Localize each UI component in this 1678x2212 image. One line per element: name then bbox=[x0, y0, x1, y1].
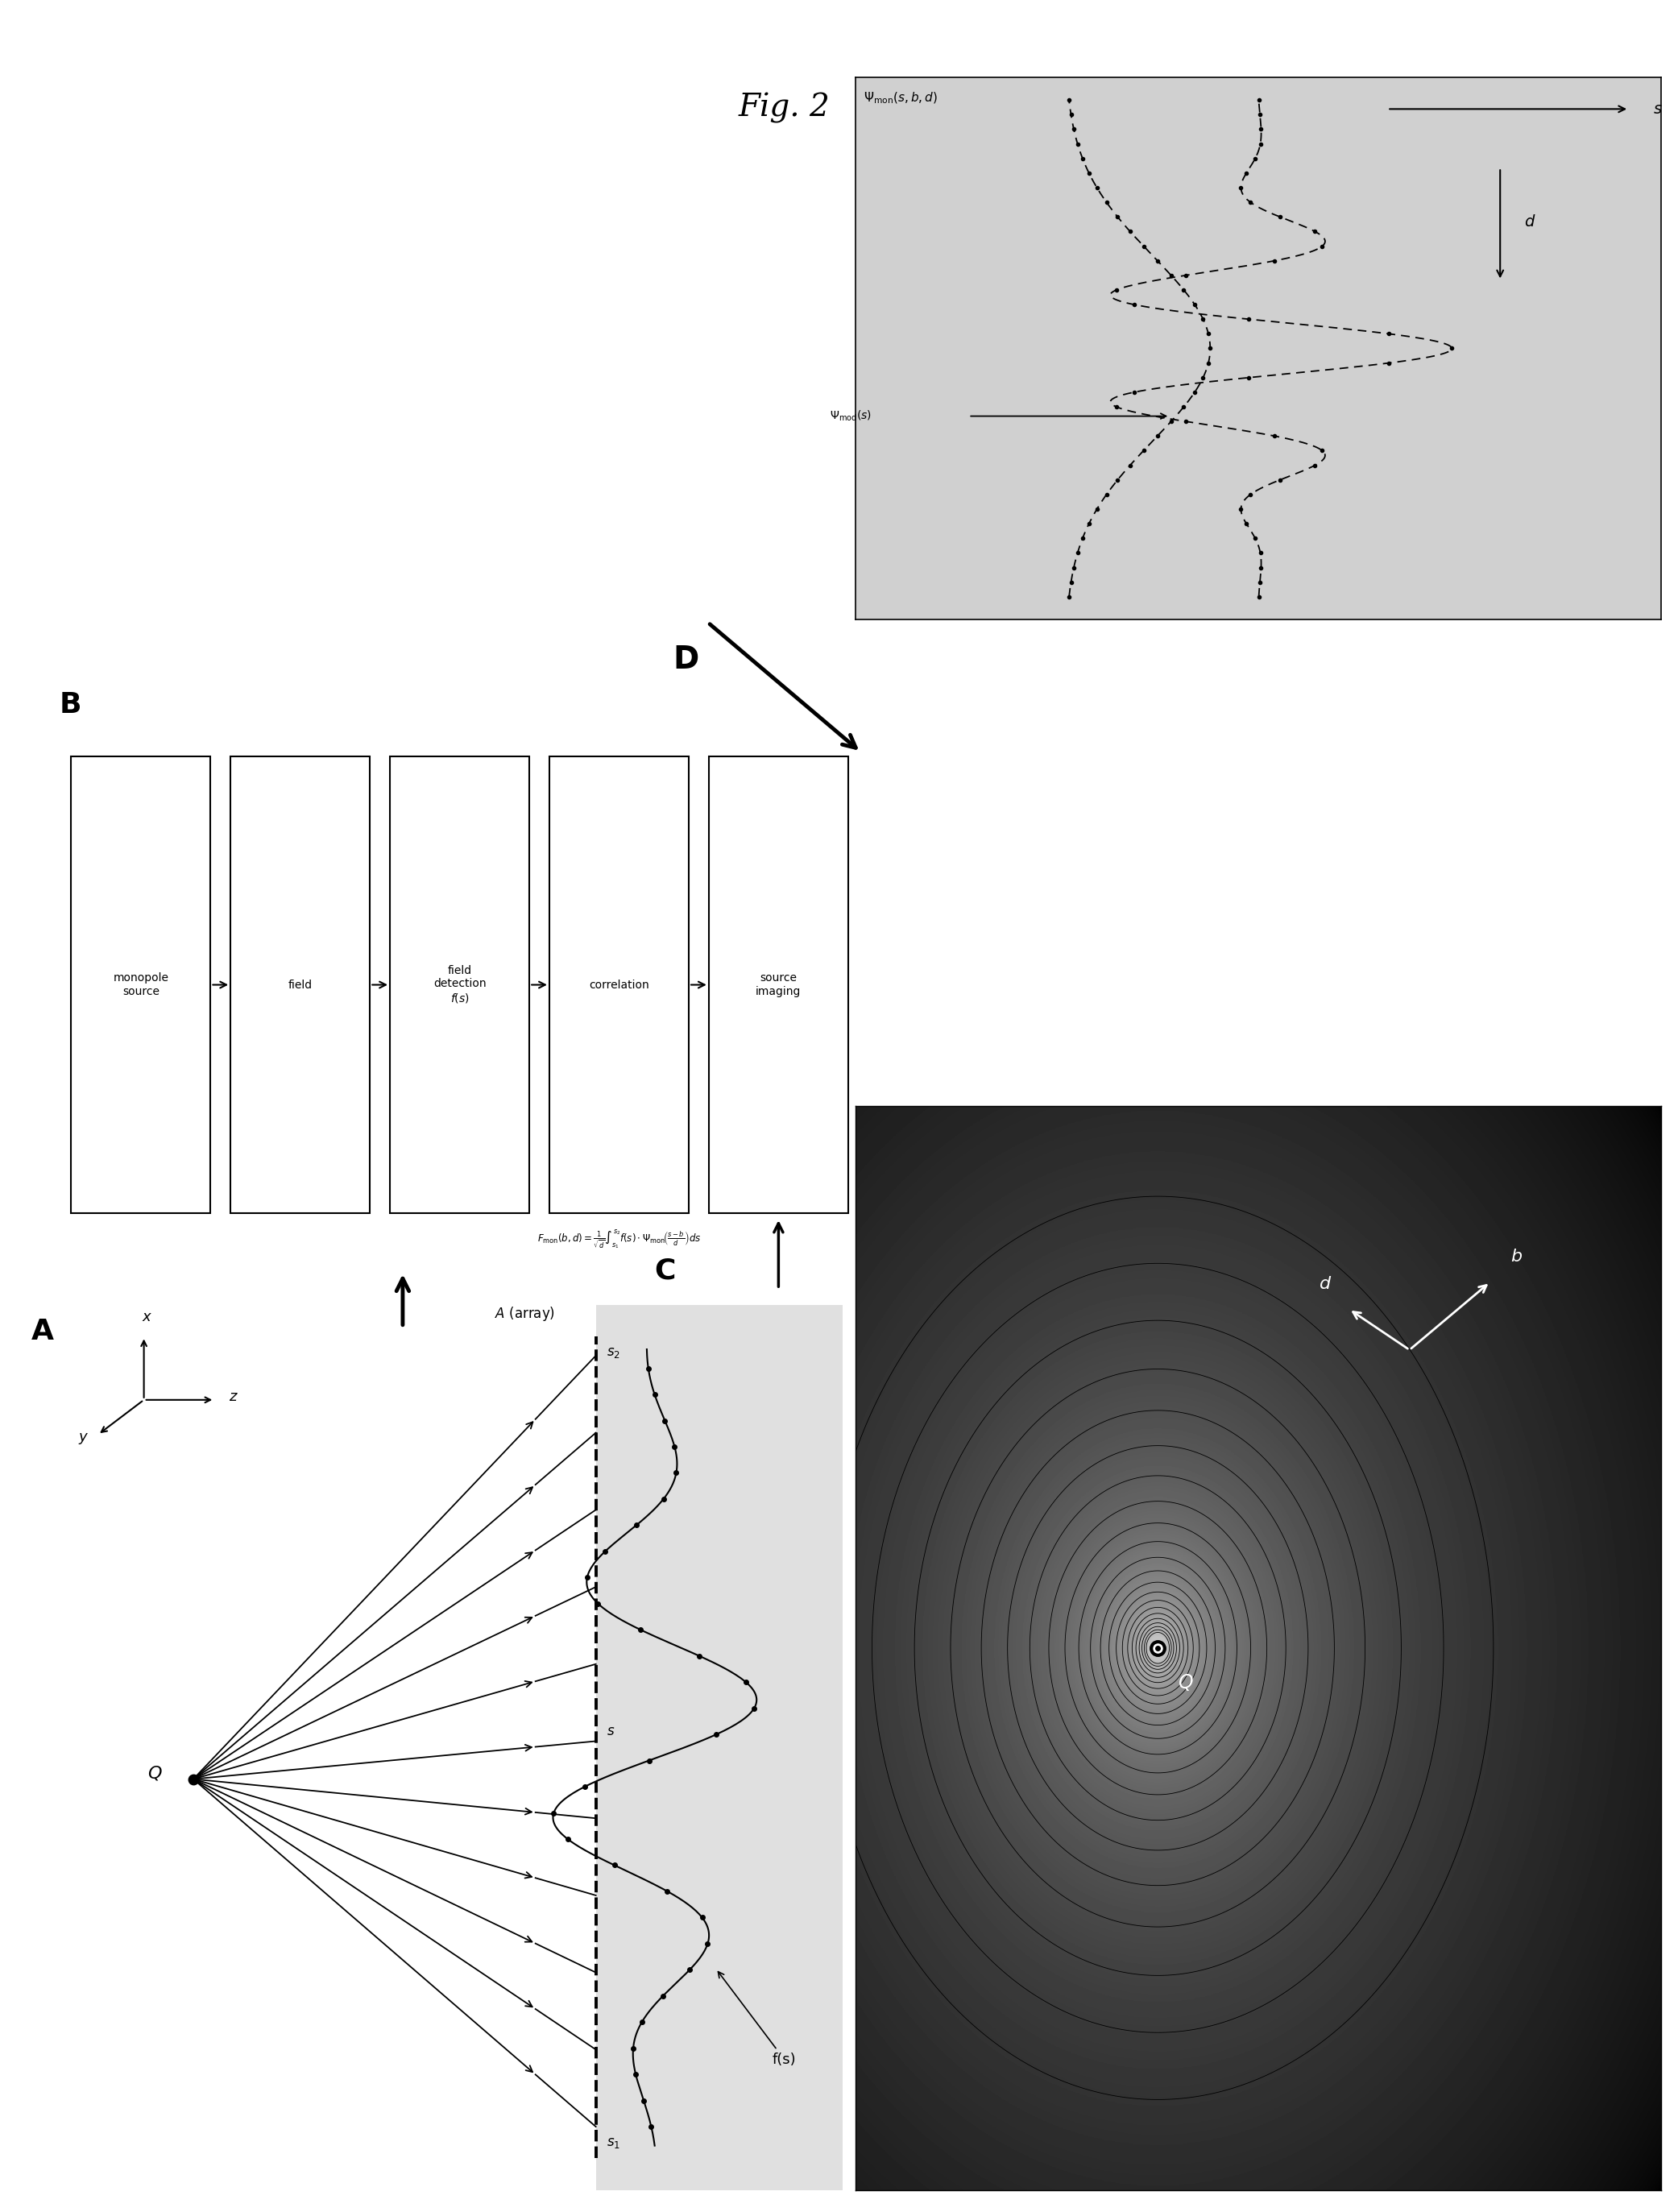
Bar bbox=[549, 757, 688, 1212]
Text: B: B bbox=[59, 690, 81, 719]
Text: field: field bbox=[289, 980, 312, 991]
Text: A: A bbox=[30, 1318, 54, 1345]
Text: $y$: $y$ bbox=[79, 1431, 89, 1447]
Text: $s_2$: $s_2$ bbox=[606, 1345, 621, 1360]
Text: Fig. 2: Fig. 2 bbox=[738, 93, 831, 124]
Text: source
imaging: source imaging bbox=[755, 973, 800, 998]
Text: $Q$: $Q$ bbox=[1178, 1672, 1193, 1692]
Text: monopole
source: monopole source bbox=[112, 973, 169, 998]
Text: $d$: $d$ bbox=[1524, 215, 1535, 230]
Bar bbox=[389, 757, 530, 1212]
Text: D: D bbox=[673, 644, 698, 675]
Text: $x$: $x$ bbox=[143, 1310, 153, 1325]
Text: C: C bbox=[654, 1256, 676, 1285]
Text: $b$: $b$ bbox=[1510, 1250, 1522, 1265]
Text: field
detection
$f(s)$: field detection $f(s)$ bbox=[433, 964, 487, 1004]
Bar bbox=[230, 757, 369, 1212]
Text: $\Psi_{\mathrm{mod}}(s)$: $\Psi_{\mathrm{mod}}(s)$ bbox=[831, 409, 873, 422]
Polygon shape bbox=[596, 1305, 842, 2190]
Text: $Q$: $Q$ bbox=[148, 1763, 163, 1781]
Text: f(s): f(s) bbox=[718, 1971, 797, 2066]
Text: $F_{\mathrm{mon}}(b,d) = \frac{1}{\sqrt{d}}\int_{s_1}^{s_2} f(s)\cdot\Psi_{\math: $F_{\mathrm{mon}}(b,d) = \frac{1}{\sqrt{… bbox=[537, 1228, 701, 1250]
Text: $A$ (array): $A$ (array) bbox=[495, 1305, 555, 1323]
Text: $s_1$: $s_1$ bbox=[606, 2135, 621, 2150]
Text: $s$: $s$ bbox=[1653, 102, 1663, 117]
Text: $z$: $z$ bbox=[228, 1389, 238, 1405]
Bar bbox=[708, 757, 849, 1212]
Bar bbox=[70, 757, 211, 1212]
Text: $s$: $s$ bbox=[606, 1723, 614, 1739]
Text: $\Psi_{\mathrm{mon}}(s,b,d)$: $\Psi_{\mathrm{mon}}(s,b,d)$ bbox=[864, 91, 938, 106]
Text: correlation: correlation bbox=[589, 980, 649, 991]
Text: $d$: $d$ bbox=[1319, 1276, 1332, 1292]
